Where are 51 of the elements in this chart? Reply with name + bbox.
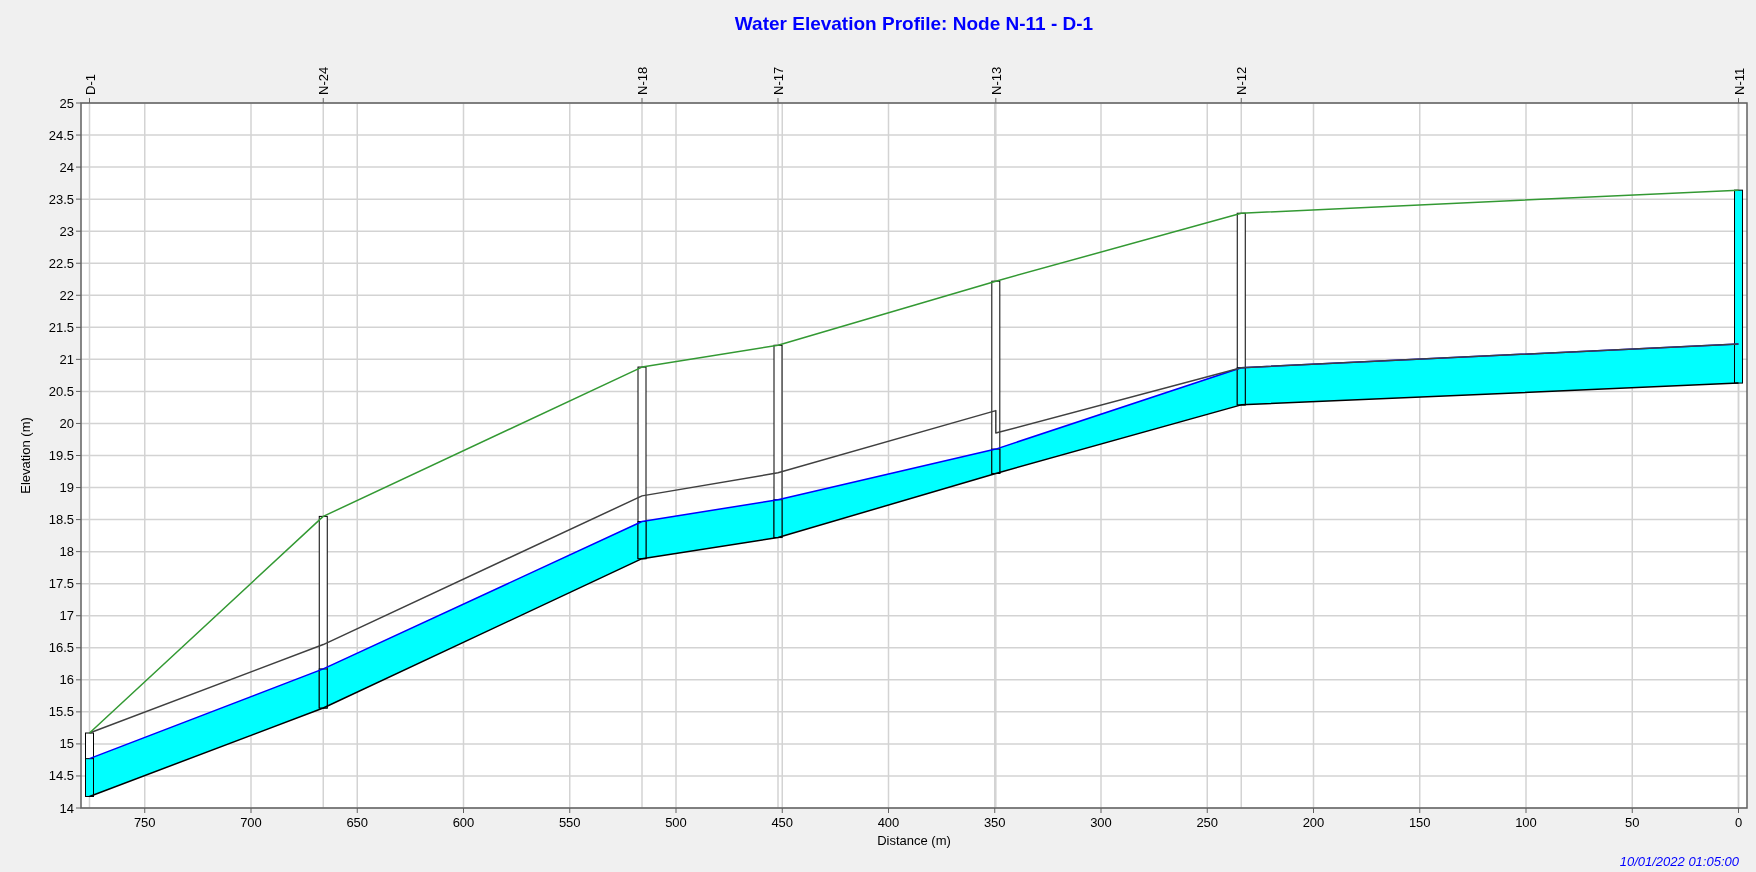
x-tick-label: 300 <box>1090 815 1112 830</box>
y-tick-label: 16.5 <box>48 640 74 656</box>
y-tick-label: 21 <box>59 351 74 367</box>
y-tick-label: 22 <box>59 287 74 303</box>
text: 10/01/2022 01:05:00 <box>1619 854 1740 869</box>
y-tick-label: 15.5 <box>48 704 74 720</box>
y-tick-label: 17 <box>59 608 74 624</box>
y-axis-title: Elevation (m) <box>18 417 33 494</box>
y-tick-label: 18.5 <box>48 512 74 528</box>
y-tick-label: 24 <box>59 159 74 175</box>
x-axis-title: Distance (m) <box>877 833 951 848</box>
annotation: D-1 <box>82 74 98 95</box>
x-tick-label: 700 <box>240 815 262 830</box>
x-tick-label: 600 <box>452 815 475 830</box>
annotation: N-24 <box>316 66 332 95</box>
y-tick-label: 19 <box>59 480 74 496</box>
x-tick-label: 150 <box>1408 815 1431 830</box>
x-tick-label: 100 <box>1515 815 1537 830</box>
x-tick-label: 500 <box>665 815 687 830</box>
y-tick-label: 20 <box>59 415 74 431</box>
y-tick-label: 16 <box>59 672 74 688</box>
y-tick-label: 14 <box>59 800 74 816</box>
y-tick-label: 22.5 <box>48 255 74 271</box>
x-tick-label: 550 <box>558 815 581 830</box>
annotation: N-18 <box>635 66 650 95</box>
y-tick-label: 14.5 <box>48 768 74 784</box>
x-tick-label: 750 <box>133 815 156 830</box>
annotation: N-13 <box>988 66 1004 95</box>
y-tick-label: 15 <box>59 736 74 752</box>
x-tick-label: 350 <box>983 815 1006 830</box>
x-tick-label: 200 <box>1302 815 1325 830</box>
y-tick-label: 19.5 <box>48 448 74 463</box>
annotation: N-12 <box>1234 66 1250 95</box>
x-tick-label: 250 <box>1196 815 1219 830</box>
x-tick-label: 0 <box>1734 815 1743 830</box>
x-tick-label: 650 <box>346 815 369 830</box>
x-tick-label: 50 <box>1625 815 1640 830</box>
y-tick-label: 25 <box>59 95 74 111</box>
y-tick-label: 23.5 <box>48 191 74 207</box>
annotation: N-11 <box>1731 67 1747 95</box>
annotation: N-17 <box>771 66 786 95</box>
x-tick-label: 450 <box>771 815 794 830</box>
line-series <box>88 189 1740 734</box>
y-tick-label: 24.5 <box>48 127 74 143</box>
y-tick-label: 18 <box>59 544 74 560</box>
x-tick-label: 400 <box>877 815 900 830</box>
y-tick-label: 20.5 <box>48 383 74 399</box>
y-tick-label: 23 <box>59 223 74 239</box>
y-tick-label: 17.5 <box>48 576 74 592</box>
y-tick-label: 21.5 <box>48 319 74 335</box>
chart-title: Water Elevation Profile: Node N-11 - D-1 <box>734 13 1094 34</box>
